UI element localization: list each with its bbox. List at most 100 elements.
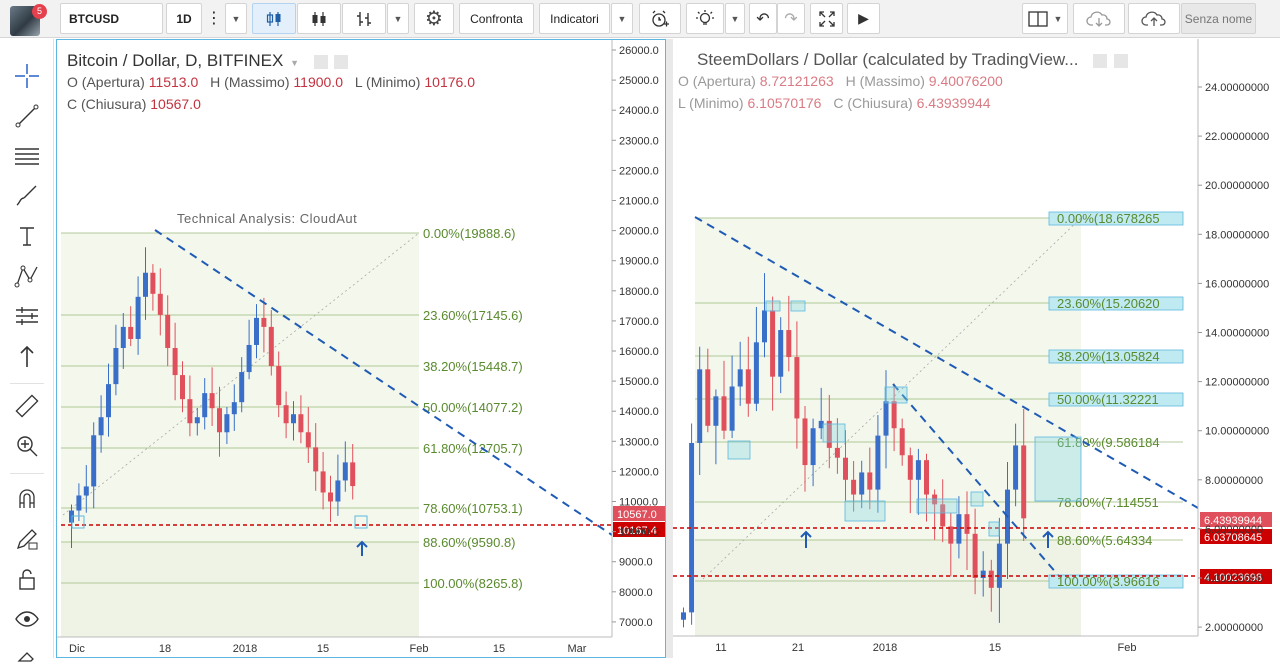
unlock-icon <box>19 569 35 590</box>
compare-label: Confronta <box>470 11 523 26</box>
gear-icon[interactable] <box>1113 53 1128 68</box>
brush-tool[interactable] <box>12 181 42 211</box>
time-tick-label: 15 <box>317 643 329 655</box>
indicators-label: Indicatori <box>550 11 599 26</box>
right-chart-panel[interactable]: 0.00%(18.678265 23.60%(15.20620 38.20%(13.… <box>673 39 1280 658</box>
remove-drawings-tool[interactable] <box>12 639 42 669</box>
eraser-icon <box>17 652 34 662</box>
fib-diagonal <box>702 217 1082 580</box>
candle-body <box>818 420 824 429</box>
settings-button[interactable]: ⚙ <box>414 3 454 34</box>
layout-name-button[interactable]: Senza nome <box>1181 3 1256 34</box>
replay-button[interactable]: ▶ <box>847 3 880 34</box>
candle-body <box>964 514 970 534</box>
crosshair-tool[interactable] <box>12 61 42 91</box>
highlight-box <box>790 300 806 312</box>
interval-button[interactable]: 1D <box>166 3 202 34</box>
left-chart-canvas[interactable]: 0.00%(19888.6) 23.60%(17145.6) 38.20%(1544… <box>57 40 665 657</box>
downtrend-line <box>892 383 1059 576</box>
indicators-button[interactable]: Indicatori <box>539 3 610 34</box>
cloud-upload-icon <box>1141 11 1166 26</box>
redo-icon: ↷ <box>784 10 798 28</box>
candle-body <box>770 310 776 377</box>
fullscreen-button[interactable] <box>810 3 843 34</box>
fib-level-label: 0.00%(18.678265 <box>1057 211 1160 226</box>
candle-body <box>305 432 311 448</box>
candle-body <box>745 369 751 404</box>
prediction-tool[interactable] <box>12 301 42 331</box>
price-tick-label: 26000.0 <box>619 45 659 57</box>
redo-button[interactable]: ↷ <box>777 3 805 34</box>
ohlc-bars-button[interactable] <box>342 3 386 34</box>
chevron-down-icon: ▼ <box>290 58 299 68</box>
close-label: C (Chiusura) <box>67 96 147 112</box>
fib-level-label: 78.60%(10753.1) <box>423 501 523 516</box>
fib-level-label: 61.80%(12705.7) <box>423 441 523 456</box>
right-chart-canvas[interactable]: 0.00%(18.678265 23.60%(15.20620 38.20%(13.… <box>673 39 1280 658</box>
fib-level-label: 100.00%(8265.8) <box>423 576 523 591</box>
candle-body <box>1013 445 1019 490</box>
chevron-down-icon: ▼ <box>1053 13 1063 24</box>
fib-tool[interactable] <box>12 141 42 171</box>
highlight-box <box>884 386 908 404</box>
interval-more-button[interactable]: ⋮ <box>204 3 224 34</box>
candle-body <box>172 347 178 376</box>
hints-dropdown[interactable]: ▼ <box>725 3 745 34</box>
load-layout-button[interactable] <box>1073 3 1125 34</box>
highlight-box <box>765 300 781 312</box>
alert-button[interactable] <box>639 3 681 34</box>
time-tick-label: 15 <box>989 642 1001 654</box>
candle-body <box>83 486 89 496</box>
lock-drawings-tool[interactable] <box>12 564 42 594</box>
settings-eye-icon[interactable] <box>1093 53 1108 68</box>
candle-body <box>320 471 326 493</box>
candle-body <box>76 495 82 511</box>
hollow-candles-button[interactable] <box>297 3 341 34</box>
candle-body <box>342 462 348 481</box>
interval-dropdown-button[interactable]: ▼ <box>225 3 247 34</box>
candle-body <box>180 375 185 400</box>
fib-label-box <box>1048 349 1184 364</box>
panel-divider[interactable] <box>666 39 673 658</box>
candles-style-button[interactable] <box>252 3 296 34</box>
price-tick-label: 6.00000000 <box>1205 524 1263 536</box>
text-tool[interactable] <box>12 221 42 251</box>
hints-button[interactable] <box>686 3 724 34</box>
interval-label: 1D <box>176 11 192 26</box>
zoom-tool[interactable] <box>12 431 42 461</box>
trendline-tool[interactable] <box>12 101 42 131</box>
layout-button[interactable]: ▼ <box>1022 3 1068 34</box>
price-tick-label: 18000.0 <box>619 286 659 298</box>
measure-tool[interactable] <box>12 391 42 421</box>
chart-type-dropdown[interactable]: ▼ <box>387 3 409 34</box>
compare-button[interactable]: Confronta <box>459 3 534 34</box>
time-tick-label: Feb <box>410 643 429 655</box>
candle-body <box>843 457 848 480</box>
candle-body <box>689 442 695 613</box>
fib-zone-lower <box>61 542 419 637</box>
arrow-tool[interactable] <box>12 341 42 371</box>
price-tick-label: 11000.0 <box>619 497 658 509</box>
magnet-tool[interactable] <box>12 484 42 514</box>
undo-button[interactable]: ↶ <box>749 3 777 34</box>
candle-body <box>940 504 946 527</box>
candle-body <box>335 480 341 502</box>
gear-icon[interactable] <box>334 54 349 69</box>
left-chart-panel[interactable]: 0.00%(19888.6) 23.60%(17145.6) 38.20%(1544… <box>56 39 666 658</box>
candle-body <box>313 447 319 472</box>
candle-body <box>891 401 897 429</box>
hide-drawings-tool[interactable] <box>12 604 42 634</box>
save-layout-button[interactable] <box>1128 3 1180 34</box>
price-tick-label: 14.00000000 <box>1205 328 1269 340</box>
price-tick-label: 20.00000000 <box>1205 180 1269 192</box>
settings-eye-icon[interactable] <box>313 54 328 69</box>
prediction-icon <box>16 307 38 325</box>
stay-drawing-tool[interactable] <box>12 524 42 554</box>
close-label: C (Chiusura) <box>833 95 913 111</box>
highlight-box <box>727 440 751 460</box>
indicators-dropdown[interactable]: ▼ <box>611 3 633 34</box>
highlight-box <box>988 521 1000 537</box>
highlight-box <box>916 498 958 514</box>
symbol-search-input[interactable]: BTCUSD <box>60 3 163 34</box>
pattern-tool[interactable] <box>12 261 42 291</box>
